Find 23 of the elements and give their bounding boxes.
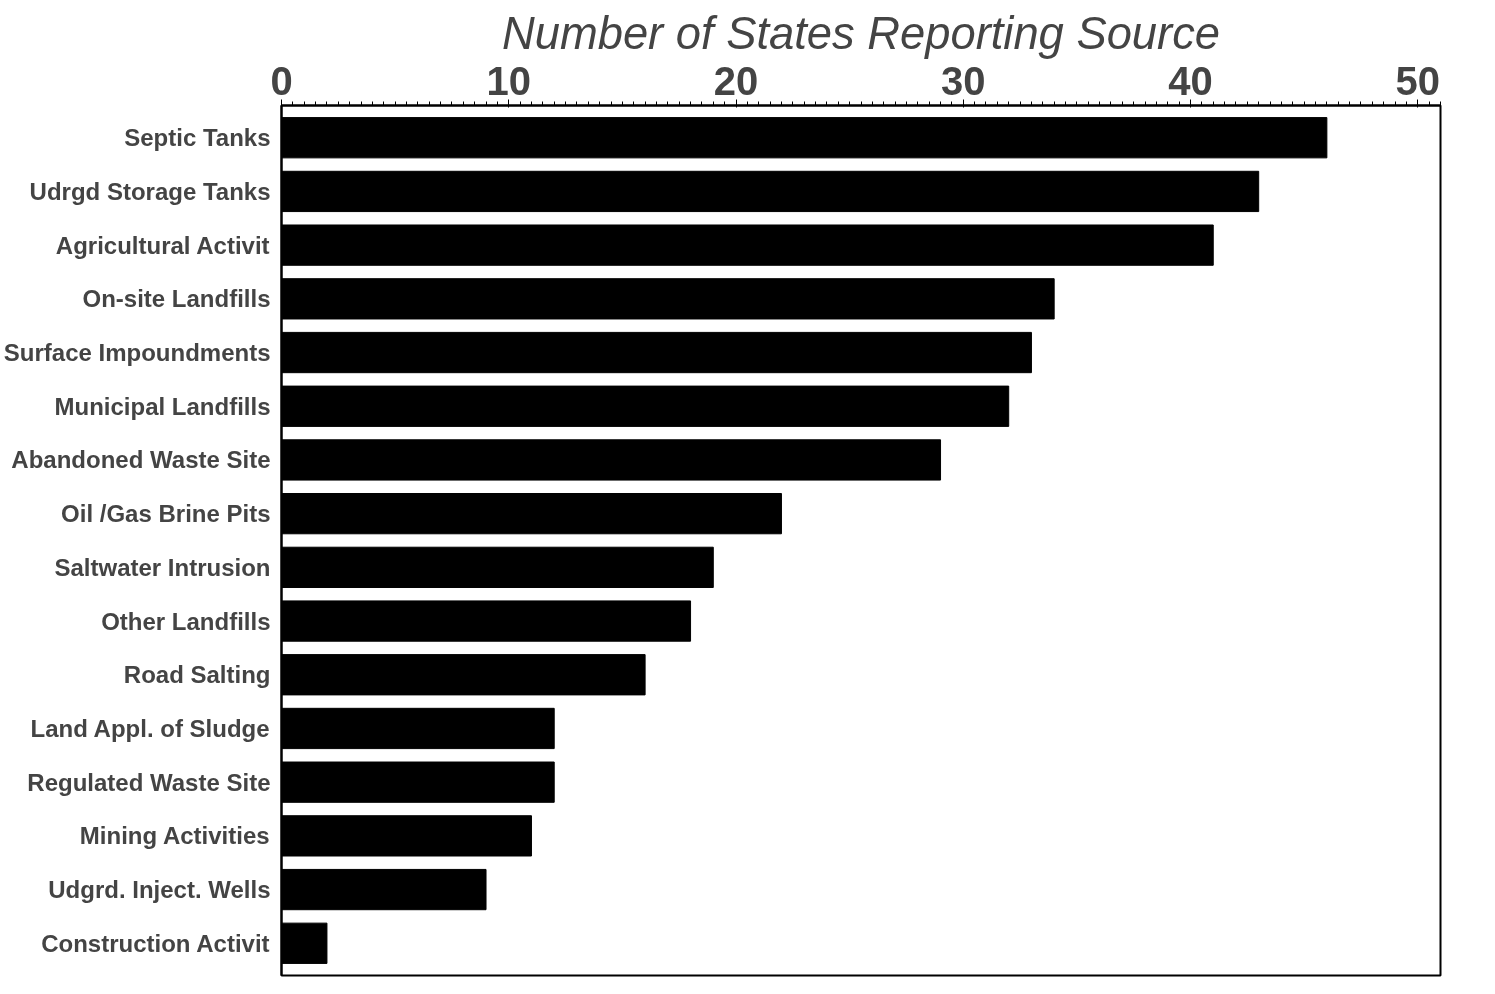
x-tick-label: 10	[486, 58, 532, 103]
y-tick-label: Other Landfills	[101, 607, 271, 635]
x-tick-label: 0	[270, 58, 293, 103]
x-tick-label: 40	[1168, 58, 1213, 103]
y-tick-label: Road Salting	[123, 661, 271, 689]
y-tick-label: Municipal Landfills	[54, 392, 271, 420]
y-tick-label: Oil /Gas Brine Pits	[61, 500, 271, 528]
y-tick-label: Saltwater Intrusion	[54, 553, 271, 581]
y-tick-label: Regulated Waste Site	[27, 768, 271, 796]
chart-title: Number of States Reporting Source	[501, 7, 1221, 59]
x-tick-label: 20	[713, 58, 759, 103]
y-tick-label: Mining Activities	[79, 822, 270, 850]
x-tick-label: 50	[1395, 58, 1441, 103]
y-tick-label: On-site Landfills	[82, 285, 271, 313]
y-tick-label: Construction Activit	[41, 929, 270, 957]
y-tick-label: Udgrd. Inject. Wells	[48, 876, 271, 904]
y-tick-label: Udrgd Storage Tanks	[29, 177, 271, 205]
y-tick-label: Agricultural Activit	[55, 231, 270, 259]
y-tick-label: Land Appl. of Sludge	[30, 714, 270, 742]
x-tick-label: 30	[941, 58, 986, 103]
y-tick-label: Abandoned Waste Site	[11, 446, 271, 474]
y-tick-label: Septic Tanks	[124, 124, 271, 152]
y-tick-label: Surface Impoundments	[3, 339, 271, 367]
